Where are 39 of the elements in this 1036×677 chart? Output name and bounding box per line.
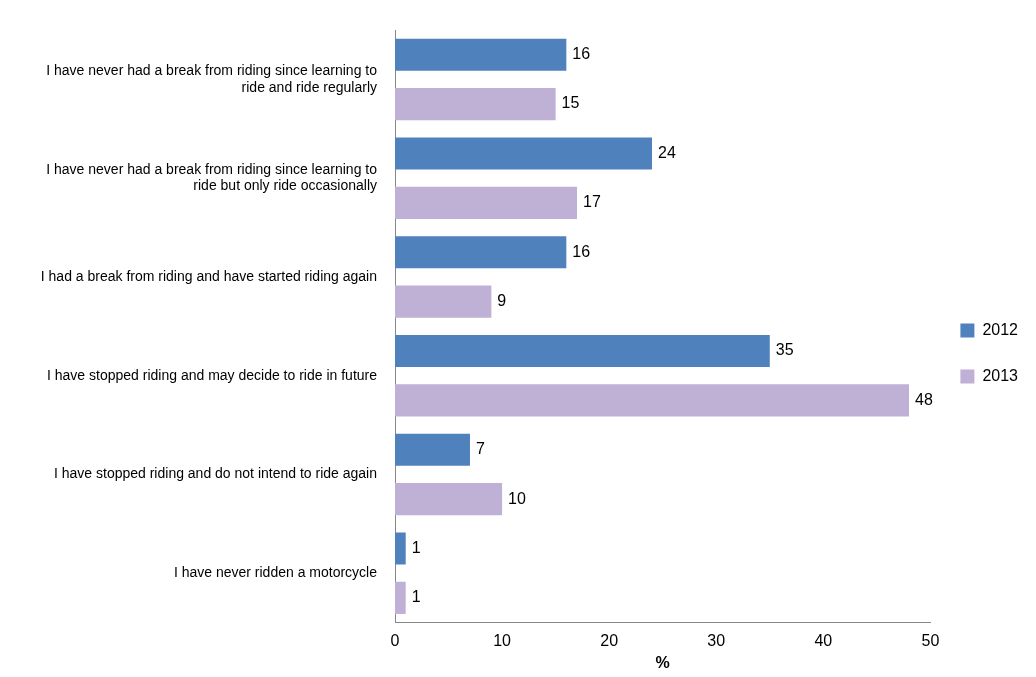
data-label: 10 (508, 489, 526, 507)
y-tick-label: I have never had a break from riding since learning to ride and ride regularly (46, 61, 378, 95)
legend-label: 2012 (982, 320, 1019, 338)
bar (395, 483, 503, 516)
bar (395, 38, 567, 71)
data-label: 9 (497, 292, 507, 310)
data-label: 1 (411, 588, 421, 606)
y-tick-label: I have never ridden a motorcycle (173, 564, 378, 581)
bar (395, 88, 556, 121)
bar (395, 186, 578, 219)
data-label: 48 (914, 390, 933, 408)
x-tick-label: 40 (814, 631, 833, 649)
data-label: 16 (572, 242, 591, 260)
bar (395, 137, 652, 170)
y-tick-label: I have stopped riding and do not intend to ride again (53, 465, 377, 482)
bar (395, 384, 909, 417)
data-label: 1 (411, 538, 421, 556)
x-tick-label: 20 (600, 631, 619, 649)
bar (395, 433, 470, 466)
x-tick-label: 50 (921, 631, 940, 649)
legend-label: 2013 (982, 366, 1019, 384)
x-tick-label: 30 (707, 631, 726, 649)
y-tick-label: I have never had a break from riding since learning to ride but only ride occasionally (46, 160, 378, 194)
data-label: 24 (657, 143, 676, 161)
x-tick-label: 0 (390, 631, 400, 649)
data-label: 7 (475, 440, 485, 458)
data-label: 16 (572, 45, 591, 63)
data-label: 35 (775, 341, 794, 359)
data-label: 15 (561, 94, 580, 112)
bar (395, 236, 567, 269)
bar (395, 532, 406, 565)
x-tick-label: 10 (493, 631, 512, 649)
y-tick-label: I have stopped riding and may decide to ride in future (47, 366, 378, 383)
y-tick-label: I had a break from riding and have started riding again (40, 267, 377, 284)
x-axis-title: % (655, 653, 670, 671)
bar (395, 334, 770, 368)
bar (395, 581, 406, 614)
bar (395, 285, 492, 318)
data-label: 17 (583, 193, 601, 211)
